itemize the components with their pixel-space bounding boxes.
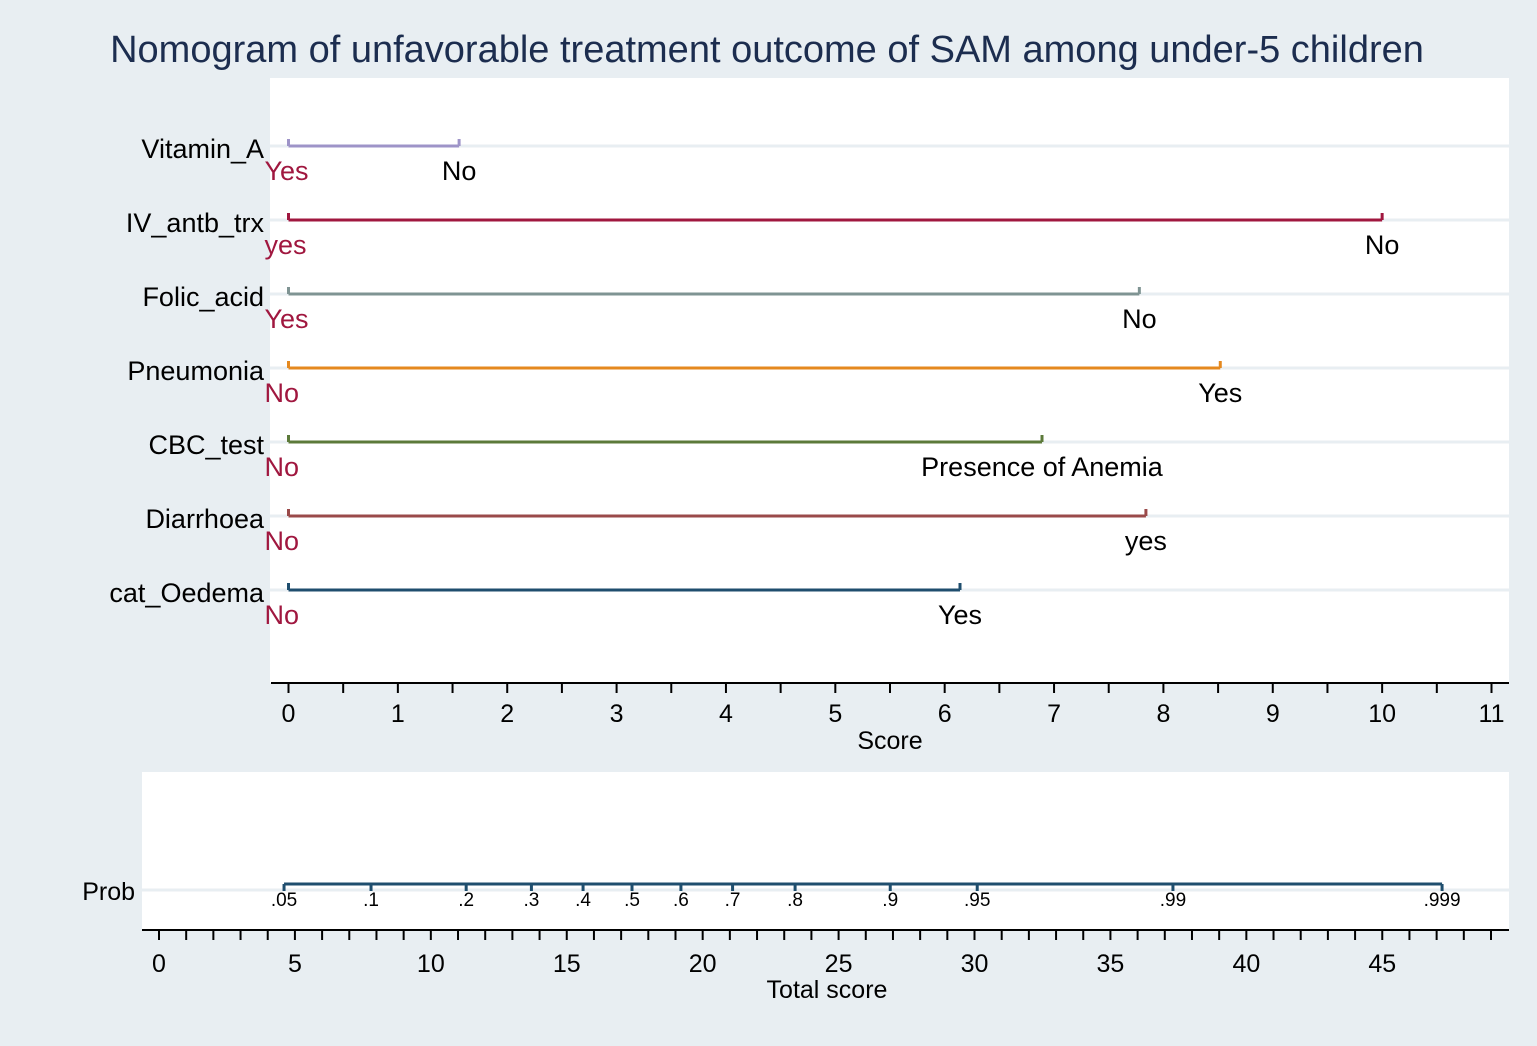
- variable-name-6: cat_Oedema: [109, 578, 265, 608]
- prob-label-12: .999: [1424, 890, 1461, 911]
- score-tick-label-3: 3: [610, 700, 624, 728]
- total-tick-label-6: 30: [961, 950, 989, 978]
- total-tick-label-4: 20: [689, 950, 717, 978]
- prob-label-10: .95: [964, 890, 990, 911]
- total-tick-label-5: 25: [825, 950, 853, 978]
- variable-end-label-6: Yes: [938, 600, 982, 630]
- variable-end-label-2: No: [1122, 304, 1157, 334]
- variable-name-1: IV_antb_trx: [126, 208, 265, 238]
- variable-end-label-4: Presence of Anemia: [921, 452, 1164, 482]
- score-axis: 0 1 2 3 4 5 6 7 8 9 10 11: [271, 682, 1509, 728]
- score-tick-label-9: 9: [1266, 700, 1280, 728]
- variable-end-label-3: Yes: [1198, 378, 1242, 408]
- variable-end-label-5: yes: [1125, 526, 1167, 556]
- variable-ref-label-1: yes: [265, 230, 307, 260]
- score-tick-label-1: 1: [391, 700, 405, 728]
- variable-ref-label-3: No: [265, 378, 300, 408]
- variable-end-label-1: No: [1365, 230, 1400, 260]
- score-tick-label-5: 5: [828, 700, 842, 728]
- variable-ref-label-4: No: [265, 452, 300, 482]
- score-tick-label-11: 11: [1479, 700, 1505, 728]
- prob-label-9: .9: [882, 890, 898, 911]
- variable-name-4: CBC_test: [148, 430, 264, 460]
- prob-axis-name: Prob: [82, 878, 135, 906]
- score-tick-label-10: 10: [1368, 700, 1396, 728]
- prob-label-4: .4: [575, 890, 591, 911]
- total-score-axis: 0 5 10 15 20 25 30 35 40 45: [142, 929, 1509, 978]
- total-score-axis-label: Total score: [767, 976, 888, 1004]
- variable-ref-label-2: Yes: [265, 304, 309, 334]
- score-tick-label-6: 6: [938, 700, 952, 728]
- probability-plot-region: [142, 772, 1509, 930]
- prob-label-5: .5: [624, 890, 640, 911]
- prob-label-7: .7: [725, 890, 741, 911]
- total-tick-label-0: 0: [152, 950, 166, 978]
- total-tick-label-1: 5: [288, 950, 302, 978]
- total-tick-label-9: 45: [1368, 950, 1396, 978]
- prob-label-1: .1: [363, 890, 379, 911]
- score-axis-label: Score: [857, 727, 922, 755]
- probability-scale: .05 .1 .2 .3 .4 .5 .6 .7 .8 .9 .95 .99 .999 Prob: [82, 878, 1460, 911]
- score-tick-label-4: 4: [719, 700, 733, 728]
- score-tick-label-2: 2: [500, 700, 514, 728]
- total-tick-label-3: 15: [553, 950, 581, 978]
- score-tick-label-8: 8: [1156, 700, 1170, 728]
- variable-name-5: Diarrhoea: [145, 504, 265, 534]
- score-plot-region: [270, 78, 1509, 683]
- variable-ref-label-6: No: [265, 600, 300, 630]
- prob-label-8: .8: [787, 890, 803, 911]
- total-tick-label-2: 10: [417, 950, 445, 978]
- variable-name-3: Pneumonia: [127, 356, 265, 386]
- prob-label-0: .05: [271, 890, 297, 911]
- prob-label-3: .3: [523, 890, 539, 911]
- variable-name-2: Folic_acid: [142, 282, 264, 312]
- prob-label-2: .2: [458, 890, 474, 911]
- variable-ref-label-0: Yes: [265, 156, 309, 186]
- variable-ref-label-5: No: [265, 526, 300, 556]
- score-tick-label-7: 7: [1047, 700, 1061, 728]
- prob-label-11: .99: [1160, 890, 1186, 911]
- total-tick-label-7: 35: [1097, 950, 1125, 978]
- score-tick-label-0: 0: [282, 700, 296, 728]
- variable-name-0: Vitamin_A: [141, 134, 264, 164]
- total-tick-label-8: 40: [1232, 950, 1260, 978]
- prob-label-6: .6: [673, 890, 689, 911]
- variable-end-label-0: No: [442, 156, 477, 186]
- chart-title: Nomogram of unfavorable treatment outcom…: [110, 29, 1424, 71]
